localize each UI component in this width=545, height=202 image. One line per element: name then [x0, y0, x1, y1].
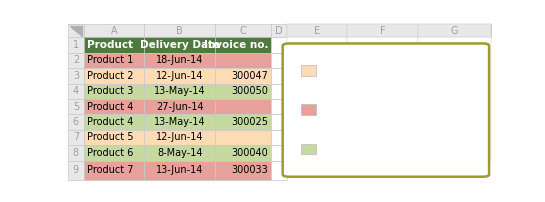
Bar — [271, 130, 287, 145]
Bar — [271, 114, 287, 130]
Text: 4: 4 — [73, 86, 79, 96]
Text: D: D — [276, 26, 283, 36]
Text: =$B2=TODAY(): =$B2=TODAY() — [328, 72, 410, 82]
Text: 6: 6 — [73, 117, 79, 127]
Bar — [68, 99, 83, 114]
Text: Invoice no.: Invoice no. — [204, 40, 268, 50]
Text: 5: 5 — [72, 102, 79, 112]
Text: 12-Jun-14: 12-Jun-14 — [156, 133, 203, 142]
Bar — [301, 104, 316, 115]
Text: 3: 3 — [73, 71, 79, 81]
Text: Product 4: Product 4 — [87, 102, 133, 112]
Bar — [83, 24, 144, 37]
Bar — [68, 53, 83, 68]
Text: 300033: 300033 — [231, 165, 268, 175]
Bar — [271, 99, 287, 114]
Text: C: C — [240, 26, 247, 36]
Text: A: A — [111, 26, 117, 36]
Bar — [68, 130, 83, 145]
Text: Product 4: Product 4 — [87, 117, 133, 127]
Text: 27-Jun-14: 27-Jun-14 — [156, 102, 203, 112]
Bar — [271, 53, 287, 68]
Bar — [347, 24, 419, 37]
Text: Delivery Date: Delivery Date — [140, 40, 220, 50]
Text: Product 7: Product 7 — [87, 165, 133, 175]
Bar — [347, 24, 419, 37]
Text: 18-Jun-14: 18-Jun-14 — [156, 55, 203, 65]
Text: B: B — [177, 26, 183, 36]
Bar — [271, 145, 287, 161]
Text: 300047: 300047 — [231, 71, 268, 81]
Bar — [68, 37, 83, 53]
Bar — [271, 24, 287, 37]
Text: 13-Jun-14: 13-Jun-14 — [156, 165, 203, 175]
Bar — [68, 161, 83, 180]
Text: Product 3: Product 3 — [87, 86, 133, 96]
Text: 1: 1 — [73, 40, 79, 50]
Text: Product 2: Product 2 — [87, 71, 133, 81]
Text: 300040: 300040 — [231, 148, 268, 158]
Bar — [68, 114, 83, 130]
Text: 8-May-14: 8-May-14 — [157, 148, 203, 158]
Bar — [287, 24, 347, 37]
Bar — [271, 161, 287, 180]
Text: - greater than today:: - greater than today: — [320, 101, 426, 111]
Bar — [271, 37, 287, 53]
Text: 2: 2 — [72, 55, 79, 65]
Text: 9: 9 — [73, 165, 79, 175]
Bar — [301, 144, 316, 154]
Text: Product 6: Product 6 — [87, 148, 133, 158]
Bar — [419, 24, 490, 37]
Bar — [144, 24, 215, 37]
Text: =$B2>TODAY(): =$B2>TODAY() — [328, 111, 410, 121]
Bar — [68, 68, 83, 84]
Bar — [287, 24, 347, 37]
Text: 13-May-14: 13-May-14 — [154, 86, 205, 96]
Polygon shape — [70, 26, 82, 36]
Text: 7: 7 — [72, 133, 79, 142]
Bar — [215, 24, 271, 37]
Bar — [419, 24, 490, 37]
Bar — [419, 24, 490, 37]
Bar — [68, 84, 83, 99]
Text: Product: Product — [87, 40, 133, 50]
Text: 13-May-14: 13-May-14 — [154, 117, 205, 127]
Text: 8: 8 — [73, 148, 79, 158]
Bar — [287, 24, 347, 37]
Bar — [347, 24, 419, 37]
Bar — [301, 65, 316, 76]
Text: 12-Jun-14: 12-Jun-14 — [156, 71, 203, 81]
Text: 300025: 300025 — [231, 117, 268, 127]
Text: E: E — [314, 26, 320, 36]
Text: 300050: 300050 — [231, 86, 268, 96]
Text: =$B2<TODAY(): =$B2<TODAY() — [328, 150, 410, 160]
Bar — [271, 84, 287, 99]
Text: - less than today:: - less than today: — [320, 140, 408, 150]
Text: Product 1: Product 1 — [87, 55, 133, 65]
Text: - equal to today:: - equal to today: — [320, 62, 404, 72]
Bar — [271, 68, 287, 84]
Bar — [68, 145, 83, 161]
Text: G: G — [451, 26, 458, 36]
FancyBboxPatch shape — [283, 43, 489, 177]
Bar — [68, 24, 83, 37]
Text: F: F — [380, 26, 386, 36]
Text: Product 5: Product 5 — [87, 133, 133, 142]
